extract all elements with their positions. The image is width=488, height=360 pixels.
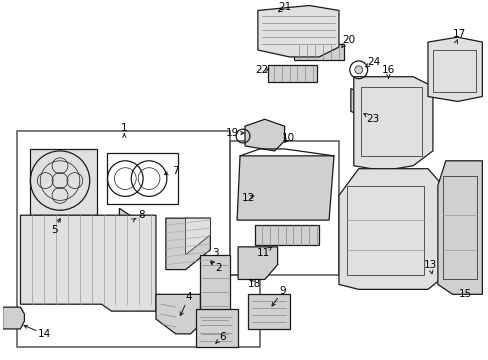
Text: 6: 6 [219, 332, 225, 342]
Text: 2: 2 [215, 262, 221, 273]
Text: 10: 10 [282, 133, 294, 143]
Text: 11: 11 [257, 248, 270, 258]
Polygon shape [350, 89, 368, 119]
Text: 5: 5 [51, 225, 57, 235]
Polygon shape [254, 225, 319, 245]
Polygon shape [2, 307, 24, 329]
Text: 18: 18 [248, 279, 261, 289]
Text: 17: 17 [452, 29, 465, 39]
Text: 1: 1 [121, 123, 127, 133]
Text: 22: 22 [255, 65, 268, 75]
Polygon shape [165, 218, 210, 270]
Text: 8: 8 [138, 210, 144, 220]
Polygon shape [119, 208, 146, 222]
Text: 9: 9 [279, 286, 285, 296]
Polygon shape [353, 77, 432, 171]
Polygon shape [237, 156, 333, 220]
Text: 13: 13 [423, 260, 436, 270]
Polygon shape [437, 161, 481, 294]
Bar [432, 50, 475, 91]
Text: 14: 14 [38, 329, 51, 339]
Text: 23: 23 [365, 114, 378, 124]
Polygon shape [200, 255, 230, 344]
Polygon shape [294, 44, 343, 60]
Polygon shape [20, 215, 156, 311]
Bar [230, 141, 338, 275]
Text: 21: 21 [277, 3, 290, 13]
Text: 24: 24 [366, 57, 380, 67]
Polygon shape [195, 309, 238, 347]
Polygon shape [267, 65, 317, 82]
Text: 3: 3 [212, 248, 218, 258]
Bar [360, 87, 421, 156]
Text: 7: 7 [172, 166, 179, 176]
Circle shape [354, 66, 362, 74]
Polygon shape [238, 247, 277, 279]
Text: 4: 4 [185, 292, 191, 302]
Polygon shape [427, 37, 481, 102]
Bar [346, 185, 423, 275]
Text: 20: 20 [342, 35, 355, 45]
Polygon shape [247, 294, 289, 329]
Bar [106, 153, 177, 204]
Text: 15: 15 [458, 289, 471, 299]
Polygon shape [338, 169, 442, 289]
Bar [442, 176, 476, 279]
Polygon shape [156, 294, 200, 334]
Text: 12: 12 [241, 193, 254, 203]
Polygon shape [244, 119, 284, 151]
Polygon shape [30, 149, 97, 215]
Text: 19: 19 [225, 128, 238, 138]
Polygon shape [257, 5, 338, 57]
Text: 16: 16 [381, 65, 394, 75]
Polygon shape [185, 218, 210, 255]
